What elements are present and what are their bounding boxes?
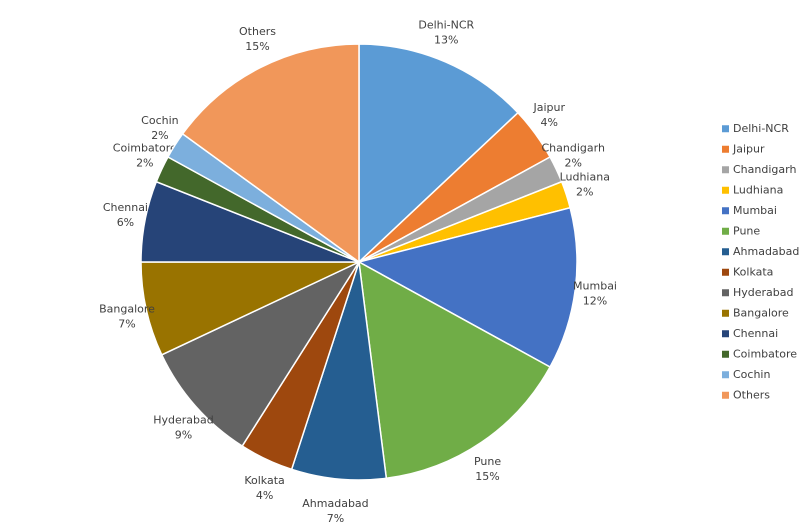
legend-swatch (722, 145, 729, 153)
data-label-value: 4% (256, 489, 273, 502)
data-label-name: Coimbatore (113, 142, 177, 155)
data-label-name: Kolkata (244, 474, 284, 487)
legend-swatch (722, 268, 729, 276)
pie-slice (160, 260, 362, 448)
data-label-value: 12% (583, 294, 607, 307)
legend-swatch (722, 289, 729, 297)
data-label-value: 15% (475, 470, 499, 483)
data-label-value: 6% (117, 216, 134, 229)
data-label-value: 2% (151, 129, 168, 142)
data-label-name: Mumbai (573, 279, 617, 292)
data-label-name: Bangalore (99, 303, 155, 316)
legend-swatch (722, 309, 729, 317)
legend-label: Ludhiana (733, 183, 783, 196)
data-label-value: 4% (541, 116, 558, 129)
legend-label: Ahmadabad (733, 245, 799, 258)
legend-swatch (722, 125, 729, 133)
legend-swatch (722, 371, 729, 379)
pie-slice (356, 206, 578, 369)
legend-label: Mumbai (733, 204, 777, 217)
data-label-name: Chennai (103, 201, 148, 214)
data-label-name: Others (239, 25, 276, 38)
legend-label: Pune (733, 224, 760, 237)
legend-label: Hyderabad (733, 286, 794, 299)
legend-swatch (722, 350, 729, 358)
data-label-value: 13% (434, 34, 458, 47)
legend-label: Cochin (733, 368, 770, 381)
data-label-name: Delhi-NCR (418, 19, 474, 32)
pie-slice (181, 43, 360, 264)
data-label-value: 2% (136, 157, 153, 170)
pie-slice (358, 260, 552, 480)
data-label-value: 9% (175, 428, 192, 441)
legend-swatch (722, 227, 729, 235)
data-label-name: Chandigarh (541, 142, 604, 155)
legend-label: Bangalore (733, 306, 789, 319)
data-label-name: Jaipur (532, 101, 565, 114)
data-label-value: 15% (245, 40, 269, 53)
legend-label: Others (733, 388, 770, 401)
data-label-name: Cochin (141, 114, 178, 127)
data-label-name: Hyderabad (153, 413, 214, 426)
data-label-name: Ahmadabad (302, 497, 368, 510)
data-label-name: Pune (474, 455, 501, 468)
legend-swatch (722, 248, 729, 256)
pie-slice (358, 43, 519, 264)
legend-label: Chennai (733, 327, 778, 340)
legend-label: Chandigarh (733, 163, 796, 176)
legend-swatch (722, 330, 729, 338)
legend-label: Delhi-NCR (733, 122, 789, 135)
legend-swatch (722, 391, 729, 399)
legend-label: Coimbatore (733, 347, 797, 360)
legend-label: Kolkata (733, 265, 773, 278)
data-label-value: 7% (118, 318, 135, 331)
data-label-value: 2% (576, 186, 593, 199)
legend-swatch (722, 166, 729, 174)
legend-swatch (722, 207, 729, 215)
legend-label: Jaipur (732, 142, 765, 155)
data-label-value: 7% (327, 512, 344, 525)
data-label-value: 2% (564, 157, 581, 170)
data-label-name: Ludhiana (560, 171, 610, 184)
legend-swatch (722, 186, 729, 194)
